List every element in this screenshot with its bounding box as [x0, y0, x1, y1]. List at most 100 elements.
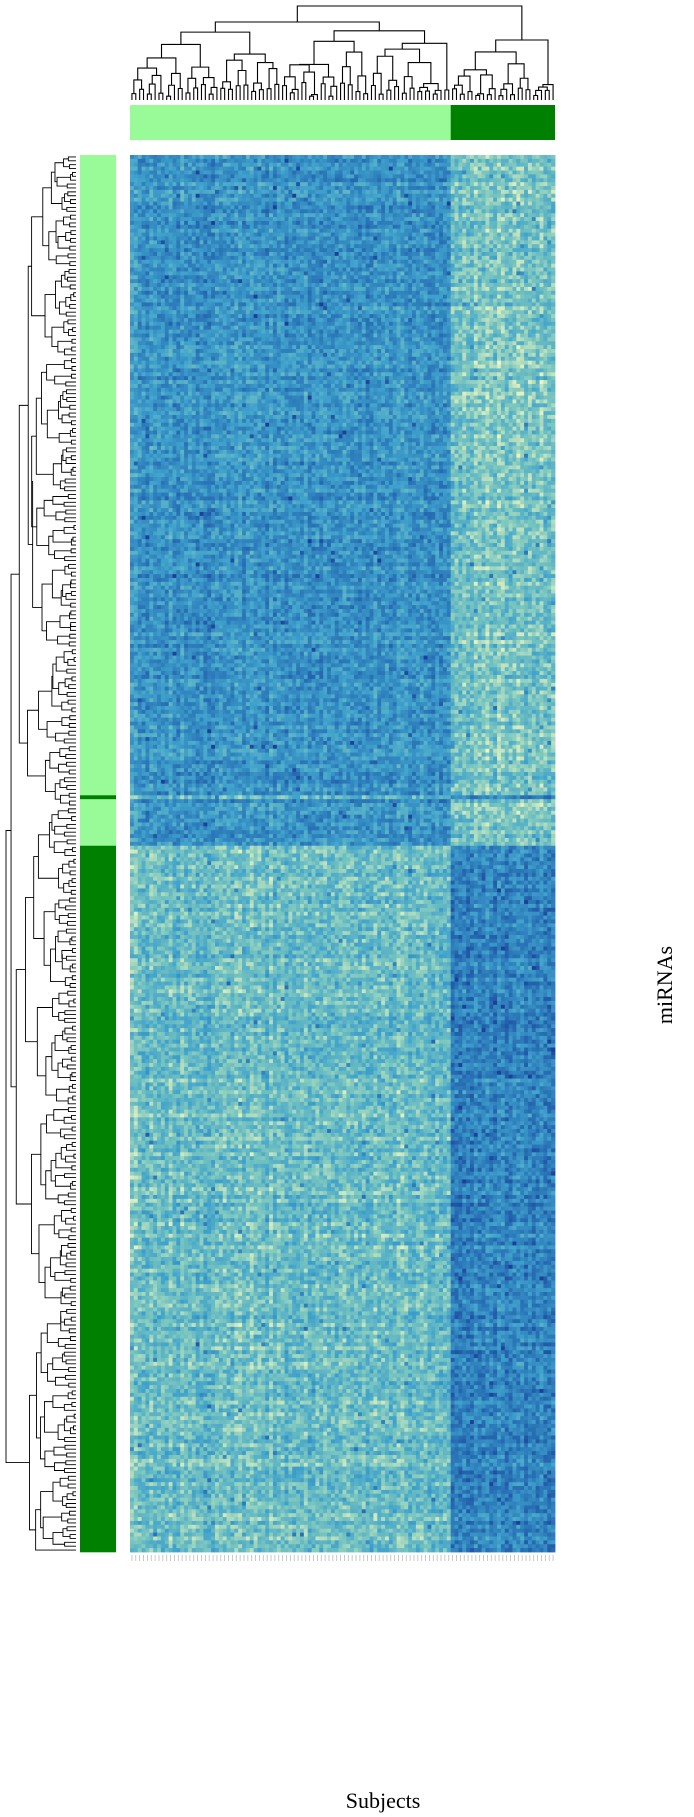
heatmap-cell — [443, 202, 447, 206]
heatmap-cell — [354, 244, 358, 248]
heatmap-cell — [447, 221, 451, 225]
heatmap-cell — [528, 217, 532, 221]
heatmap-cell — [373, 167, 377, 171]
heatmap-cell — [304, 229, 308, 233]
heatmap-cell — [354, 205, 358, 209]
heatmap-cell — [200, 236, 204, 240]
heatmap-cell — [470, 174, 474, 178]
heatmap-cell — [269, 163, 273, 167]
heatmap-cell — [203, 240, 207, 244]
row-dendrogram-branch — [43, 1517, 61, 1538]
heatmap-cell — [420, 167, 424, 171]
heatmap-cell — [366, 186, 370, 190]
heatmap-cell — [315, 225, 319, 229]
heatmap-cell — [230, 167, 234, 171]
heatmap-cell — [493, 194, 497, 198]
row-dendrogram-branch — [69, 269, 76, 273]
heatmap-cell — [319, 213, 323, 217]
heatmap-cell — [254, 233, 258, 237]
heatmap-cell — [393, 236, 397, 240]
heatmap-cell — [157, 205, 161, 209]
heatmap-cell — [443, 225, 447, 229]
heatmap-cell — [238, 213, 242, 217]
heatmap-cell — [238, 252, 242, 256]
heatmap-cell — [528, 198, 532, 202]
heatmap-cell — [528, 159, 532, 163]
heatmap-cell — [323, 213, 327, 217]
heatmap-cell — [489, 240, 493, 244]
heatmap-cell — [443, 221, 447, 225]
heatmap-cell — [381, 174, 385, 178]
heatmap-cell — [138, 182, 142, 186]
heatmap-cell — [520, 233, 524, 237]
heatmap-cell — [497, 225, 501, 229]
heatmap-cell — [470, 225, 474, 229]
heatmap-cell — [331, 171, 335, 175]
heatmap-cell — [451, 186, 455, 190]
column-dendrogram-branch — [511, 95, 515, 100]
heatmap-cell — [242, 159, 246, 163]
heatmap-cell — [389, 171, 393, 175]
heatmap-cell — [153, 186, 157, 190]
heatmap-cell — [431, 163, 435, 167]
heatmap-cell — [327, 174, 331, 178]
heatmap-cell — [308, 248, 312, 252]
heatmap-cell — [339, 190, 343, 194]
heatmap-cell — [176, 213, 180, 217]
heatmap-cell — [354, 229, 358, 233]
heatmap-cell — [323, 244, 327, 248]
heatmap-cell — [516, 221, 520, 225]
heatmap-cell — [485, 163, 489, 167]
heatmap-cell — [543, 240, 547, 244]
heatmap-cell — [501, 252, 505, 256]
heatmap-cell — [327, 225, 331, 229]
heatmap-cell — [296, 244, 300, 248]
heatmap-cell — [478, 194, 482, 198]
heatmap-cell — [238, 190, 242, 194]
heatmap-cell — [532, 163, 536, 167]
heatmap-cell — [528, 244, 532, 248]
heatmap-cell — [482, 194, 486, 198]
heatmap-cell — [447, 225, 451, 229]
heatmap-cell — [161, 202, 165, 206]
heatmap-cell — [428, 233, 432, 237]
heatmap-cell — [300, 163, 304, 167]
heatmap-cell — [246, 205, 250, 209]
heatmap-cell — [285, 209, 289, 213]
column-dendrogram-branch — [252, 91, 256, 100]
heatmap-cell — [246, 213, 250, 217]
heatmap-cell — [424, 198, 428, 202]
heatmap-cell — [474, 217, 478, 221]
heatmap-cell — [145, 217, 149, 221]
heatmap-cell — [145, 178, 149, 182]
heatmap-cell — [254, 159, 258, 163]
heatmap-cell — [215, 194, 219, 198]
heatmap-cell — [389, 225, 393, 229]
heatmap-cell — [551, 229, 555, 233]
heatmap-cell — [157, 186, 161, 190]
heatmap-cell — [551, 171, 555, 175]
heatmap-cell — [246, 225, 250, 229]
column-dendrogram-branch — [410, 88, 414, 100]
heatmap-cell — [184, 229, 188, 233]
heatmap-cell — [443, 174, 447, 178]
heatmap-cell — [242, 236, 246, 240]
heatmap-cell — [520, 217, 524, 221]
row-dendrogram-branch — [64, 778, 76, 782]
row-dendrogram-branch — [71, 1057, 76, 1061]
heatmap-cell — [350, 252, 354, 256]
heatmap-cell — [381, 194, 385, 198]
heatmap-cell — [207, 198, 211, 202]
heatmap-cell — [192, 221, 196, 225]
heatmap-cell — [370, 182, 374, 186]
heatmap-cell — [497, 174, 501, 178]
heatmap-cell — [308, 182, 312, 186]
heatmap-cell — [397, 182, 401, 186]
heatmap-cell — [300, 155, 304, 159]
heatmap-cell — [366, 233, 370, 237]
heatmap-cell — [404, 213, 408, 217]
heatmap-cell — [296, 205, 300, 209]
heatmap-cell — [501, 182, 505, 186]
row-dendrogram-branch — [71, 238, 76, 242]
heatmap-cell — [370, 171, 374, 175]
